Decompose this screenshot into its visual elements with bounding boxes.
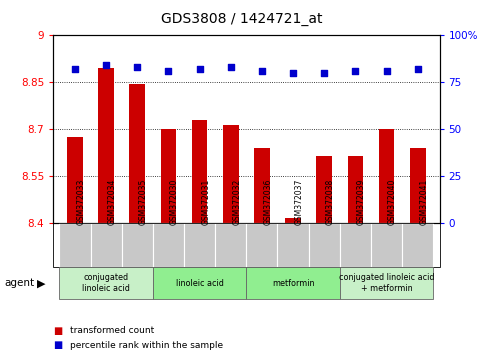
Bar — [90, 223, 122, 267]
Text: GSM372040: GSM372040 — [388, 179, 397, 225]
Bar — [309, 223, 340, 267]
Bar — [285, 218, 301, 223]
Text: metformin: metformin — [272, 279, 314, 288]
Text: agent: agent — [5, 278, 35, 288]
Bar — [371, 223, 402, 267]
Bar — [99, 68, 114, 223]
Bar — [246, 267, 340, 299]
Text: GDS3808 / 1424721_at: GDS3808 / 1424721_at — [161, 12, 322, 27]
Bar — [379, 129, 394, 223]
Point — [289, 70, 297, 76]
Bar — [184, 223, 215, 267]
Text: GSM372030: GSM372030 — [170, 179, 179, 225]
Bar — [254, 148, 270, 223]
Text: transformed count: transformed count — [70, 326, 154, 336]
Point — [102, 63, 110, 68]
Point — [165, 68, 172, 74]
Text: conjugated
linoleic acid: conjugated linoleic acid — [82, 274, 130, 293]
Bar — [129, 84, 145, 223]
Text: GSM372041: GSM372041 — [419, 179, 428, 225]
Bar — [316, 156, 332, 223]
Point — [352, 68, 359, 74]
Text: ■: ■ — [53, 340, 62, 350]
Point — [196, 66, 203, 72]
Bar — [340, 223, 371, 267]
Bar — [410, 148, 426, 223]
Text: GSM372038: GSM372038 — [326, 179, 335, 225]
Bar — [215, 223, 246, 267]
Bar — [153, 223, 184, 267]
Bar — [246, 223, 278, 267]
Point — [383, 68, 390, 74]
Bar — [122, 223, 153, 267]
Text: GSM372036: GSM372036 — [263, 179, 272, 225]
Text: GSM372039: GSM372039 — [357, 179, 366, 225]
Text: GSM372034: GSM372034 — [108, 179, 117, 225]
Text: ■: ■ — [53, 326, 62, 336]
Point — [258, 68, 266, 74]
Text: GSM372037: GSM372037 — [295, 179, 304, 225]
Bar — [340, 267, 433, 299]
Bar — [153, 267, 246, 299]
Point — [133, 64, 141, 70]
Text: GSM372031: GSM372031 — [201, 179, 210, 225]
Text: GSM372035: GSM372035 — [139, 179, 148, 225]
Bar — [402, 223, 433, 267]
Bar — [59, 223, 90, 267]
Bar — [192, 120, 207, 223]
Bar — [59, 267, 153, 299]
Bar — [161, 129, 176, 223]
Point — [414, 66, 422, 72]
Text: GSM372032: GSM372032 — [232, 179, 242, 225]
Point — [227, 64, 235, 70]
Bar — [67, 137, 83, 223]
Point — [320, 70, 328, 76]
Bar — [278, 223, 309, 267]
Text: GSM372033: GSM372033 — [76, 179, 85, 225]
Bar — [223, 125, 239, 223]
Text: ▶: ▶ — [37, 278, 45, 288]
Point — [71, 66, 79, 72]
Bar — [348, 156, 363, 223]
Text: percentile rank within the sample: percentile rank within the sample — [70, 341, 223, 350]
Text: linoleic acid: linoleic acid — [176, 279, 224, 288]
Text: conjugated linoleic acid
+ metformin: conjugated linoleic acid + metformin — [339, 274, 434, 293]
